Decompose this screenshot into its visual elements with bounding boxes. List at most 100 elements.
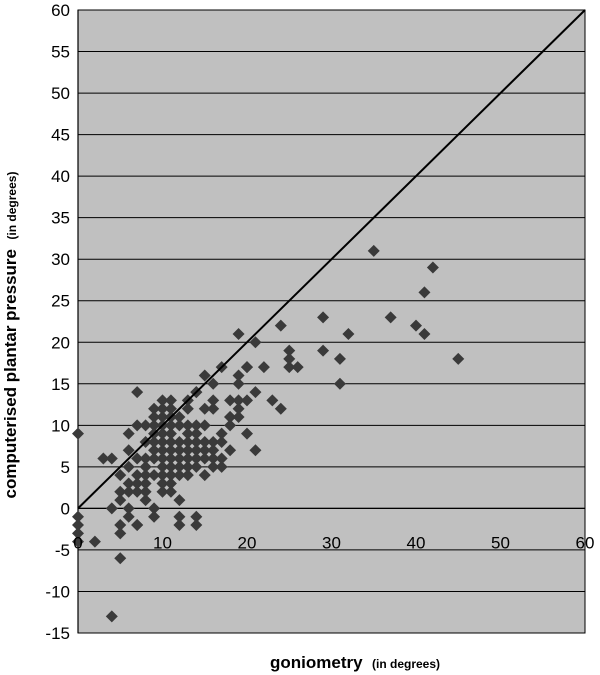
data-point [164, 460, 177, 473]
data-point [72, 427, 84, 440]
x-tick-label: 50 [491, 533, 510, 552]
data-point [384, 311, 397, 324]
y-tick-label: -10 [45, 582, 70, 601]
data-point [215, 452, 228, 465]
data-point [156, 411, 169, 424]
data-point [317, 311, 330, 324]
data-point [173, 460, 186, 473]
data-point [122, 477, 135, 490]
x-tick-label: 20 [238, 533, 257, 552]
y-tick-label: 30 [51, 250, 70, 269]
y-axis-title-main: computerised plantar pressure [1, 249, 20, 498]
data-point [156, 444, 169, 457]
x-tick-label: 30 [322, 533, 341, 552]
data-point [72, 535, 84, 548]
data-point [207, 452, 220, 465]
data-point [131, 477, 144, 490]
data-point [114, 469, 127, 482]
data-point [148, 419, 161, 432]
data-point [232, 394, 245, 407]
data-point [452, 352, 465, 365]
data-point [156, 427, 169, 440]
data-point [232, 327, 245, 340]
data-point [173, 419, 186, 432]
data-point [122, 485, 135, 498]
y-tick-label: 5 [61, 458, 70, 477]
data-point [198, 369, 211, 382]
y-tick-label: 50 [51, 84, 70, 103]
data-point [131, 419, 144, 432]
data-point [122, 460, 135, 473]
data-point [173, 519, 186, 532]
data-point [139, 477, 152, 490]
data-point [148, 411, 161, 424]
data-point [418, 286, 431, 299]
y-tick-label: 35 [51, 209, 70, 228]
x-tick-label: 40 [407, 533, 426, 552]
data-point [232, 411, 245, 424]
data-point [131, 469, 144, 482]
data-point [105, 502, 118, 515]
data-point [224, 419, 237, 432]
y-tick-label: 25 [51, 292, 70, 311]
y-tick-label: 40 [51, 167, 70, 186]
data-point [181, 460, 194, 473]
data-point [266, 394, 279, 407]
y-tick-label: 55 [51, 43, 70, 62]
data-point [207, 394, 220, 407]
data-point [156, 485, 169, 498]
data-point [164, 444, 177, 457]
data-point [317, 344, 330, 357]
y-tick-label: 0 [61, 499, 70, 518]
data-point [190, 452, 203, 465]
x-tick-label: 10 [153, 533, 172, 552]
data-point [207, 402, 220, 415]
plot-area [77, 9, 586, 634]
data-point [131, 485, 144, 498]
data-point [198, 452, 211, 465]
data-point [122, 502, 135, 515]
data-point [207, 460, 220, 473]
reference-line [77, 9, 586, 510]
data-point [72, 519, 84, 532]
data-point [97, 452, 110, 465]
data-point [207, 377, 220, 390]
data-point [181, 419, 194, 432]
data-point [88, 535, 101, 548]
x-axis-title: goniometry (in degrees) [270, 653, 440, 672]
y-axis-title: computerised plantar pressure (in degree… [1, 172, 20, 499]
y-tick-label: 20 [51, 333, 70, 352]
data-point [291, 361, 304, 374]
data-point [148, 502, 161, 515]
data-point [139, 452, 152, 465]
data-point [173, 494, 186, 507]
data-point [190, 460, 203, 473]
data-point [410, 319, 422, 332]
data-point [249, 336, 262, 349]
data-point [224, 411, 237, 424]
data-point [283, 352, 296, 365]
data-point [148, 402, 161, 415]
data-point [156, 460, 169, 473]
data-point [131, 386, 144, 399]
data-point [257, 361, 270, 374]
data-point [181, 402, 194, 415]
x-tick-labels: 0 10 20 30 40 50 60 [73, 533, 594, 552]
data-point [215, 427, 228, 440]
data-point [139, 460, 152, 473]
x-tick-label: 0 [73, 533, 82, 552]
data-point [156, 402, 169, 415]
data-point [198, 469, 211, 482]
data-point [181, 444, 194, 457]
data-point [105, 610, 118, 623]
data-point [156, 469, 169, 482]
data-point [418, 327, 431, 340]
data-point [274, 319, 287, 332]
data-point [156, 452, 169, 465]
data-point [148, 452, 161, 465]
data-point [207, 444, 220, 457]
data-point [164, 394, 177, 407]
x-axis-title-unit: (in degrees) [372, 657, 440, 671]
y-axis-title-unit: (in degrees) [5, 172, 19, 240]
data-point [224, 394, 237, 407]
